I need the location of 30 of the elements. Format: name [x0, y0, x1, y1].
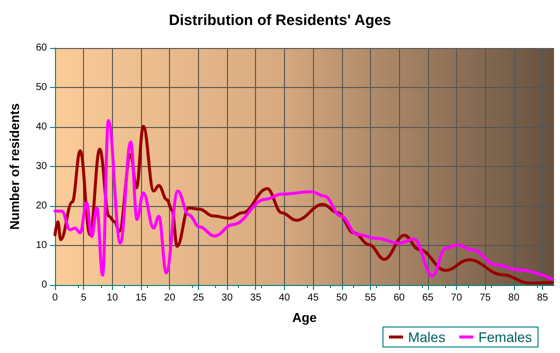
y-tick-label: 10 [36, 240, 48, 251]
x-tick-label: 45 [308, 292, 320, 304]
x-tick-label: 35 [250, 292, 262, 304]
legend-label: Males [408, 329, 446, 345]
y-tick-label: 30 [36, 161, 48, 172]
x-tick-label: 10 [106, 292, 118, 304]
y-axis-title: Number of residents [7, 103, 22, 230]
legend-label: Females [478, 329, 532, 345]
x-tick-label: 75 [480, 292, 492, 304]
chart-title: Distribution of Residents' Ages [168, 12, 392, 29]
x-tick-label: 0 [52, 292, 58, 304]
x-tick-label: 50 [336, 292, 348, 304]
x-tick-label: 20 [164, 292, 176, 304]
y-tick-label: 50 [36, 82, 48, 93]
x-tick-label: 80 [508, 292, 520, 304]
y-tick-label: 20 [36, 200, 48, 212]
x-tick-label: 55 [364, 292, 376, 304]
x-tick-label: 25 [192, 292, 204, 304]
x-tick-label: 15 [135, 292, 148, 304]
x-tick-label: 30 [222, 292, 234, 304]
x-tick-label: 5 [80, 292, 87, 304]
x-axis-title: Age [292, 310, 317, 325]
x-tick-label: 85 [536, 292, 549, 304]
y-tick-label: 40 [36, 122, 48, 132]
y-tick-label: 0 [41, 280, 48, 290]
y-tick-label: 60 [36, 42, 48, 54]
x-tick-label: 70 [450, 292, 462, 304]
x-tick-label: 40 [278, 292, 290, 304]
x-tick-label: 65 [422, 292, 434, 304]
x-tick-label: 60 [394, 292, 406, 304]
